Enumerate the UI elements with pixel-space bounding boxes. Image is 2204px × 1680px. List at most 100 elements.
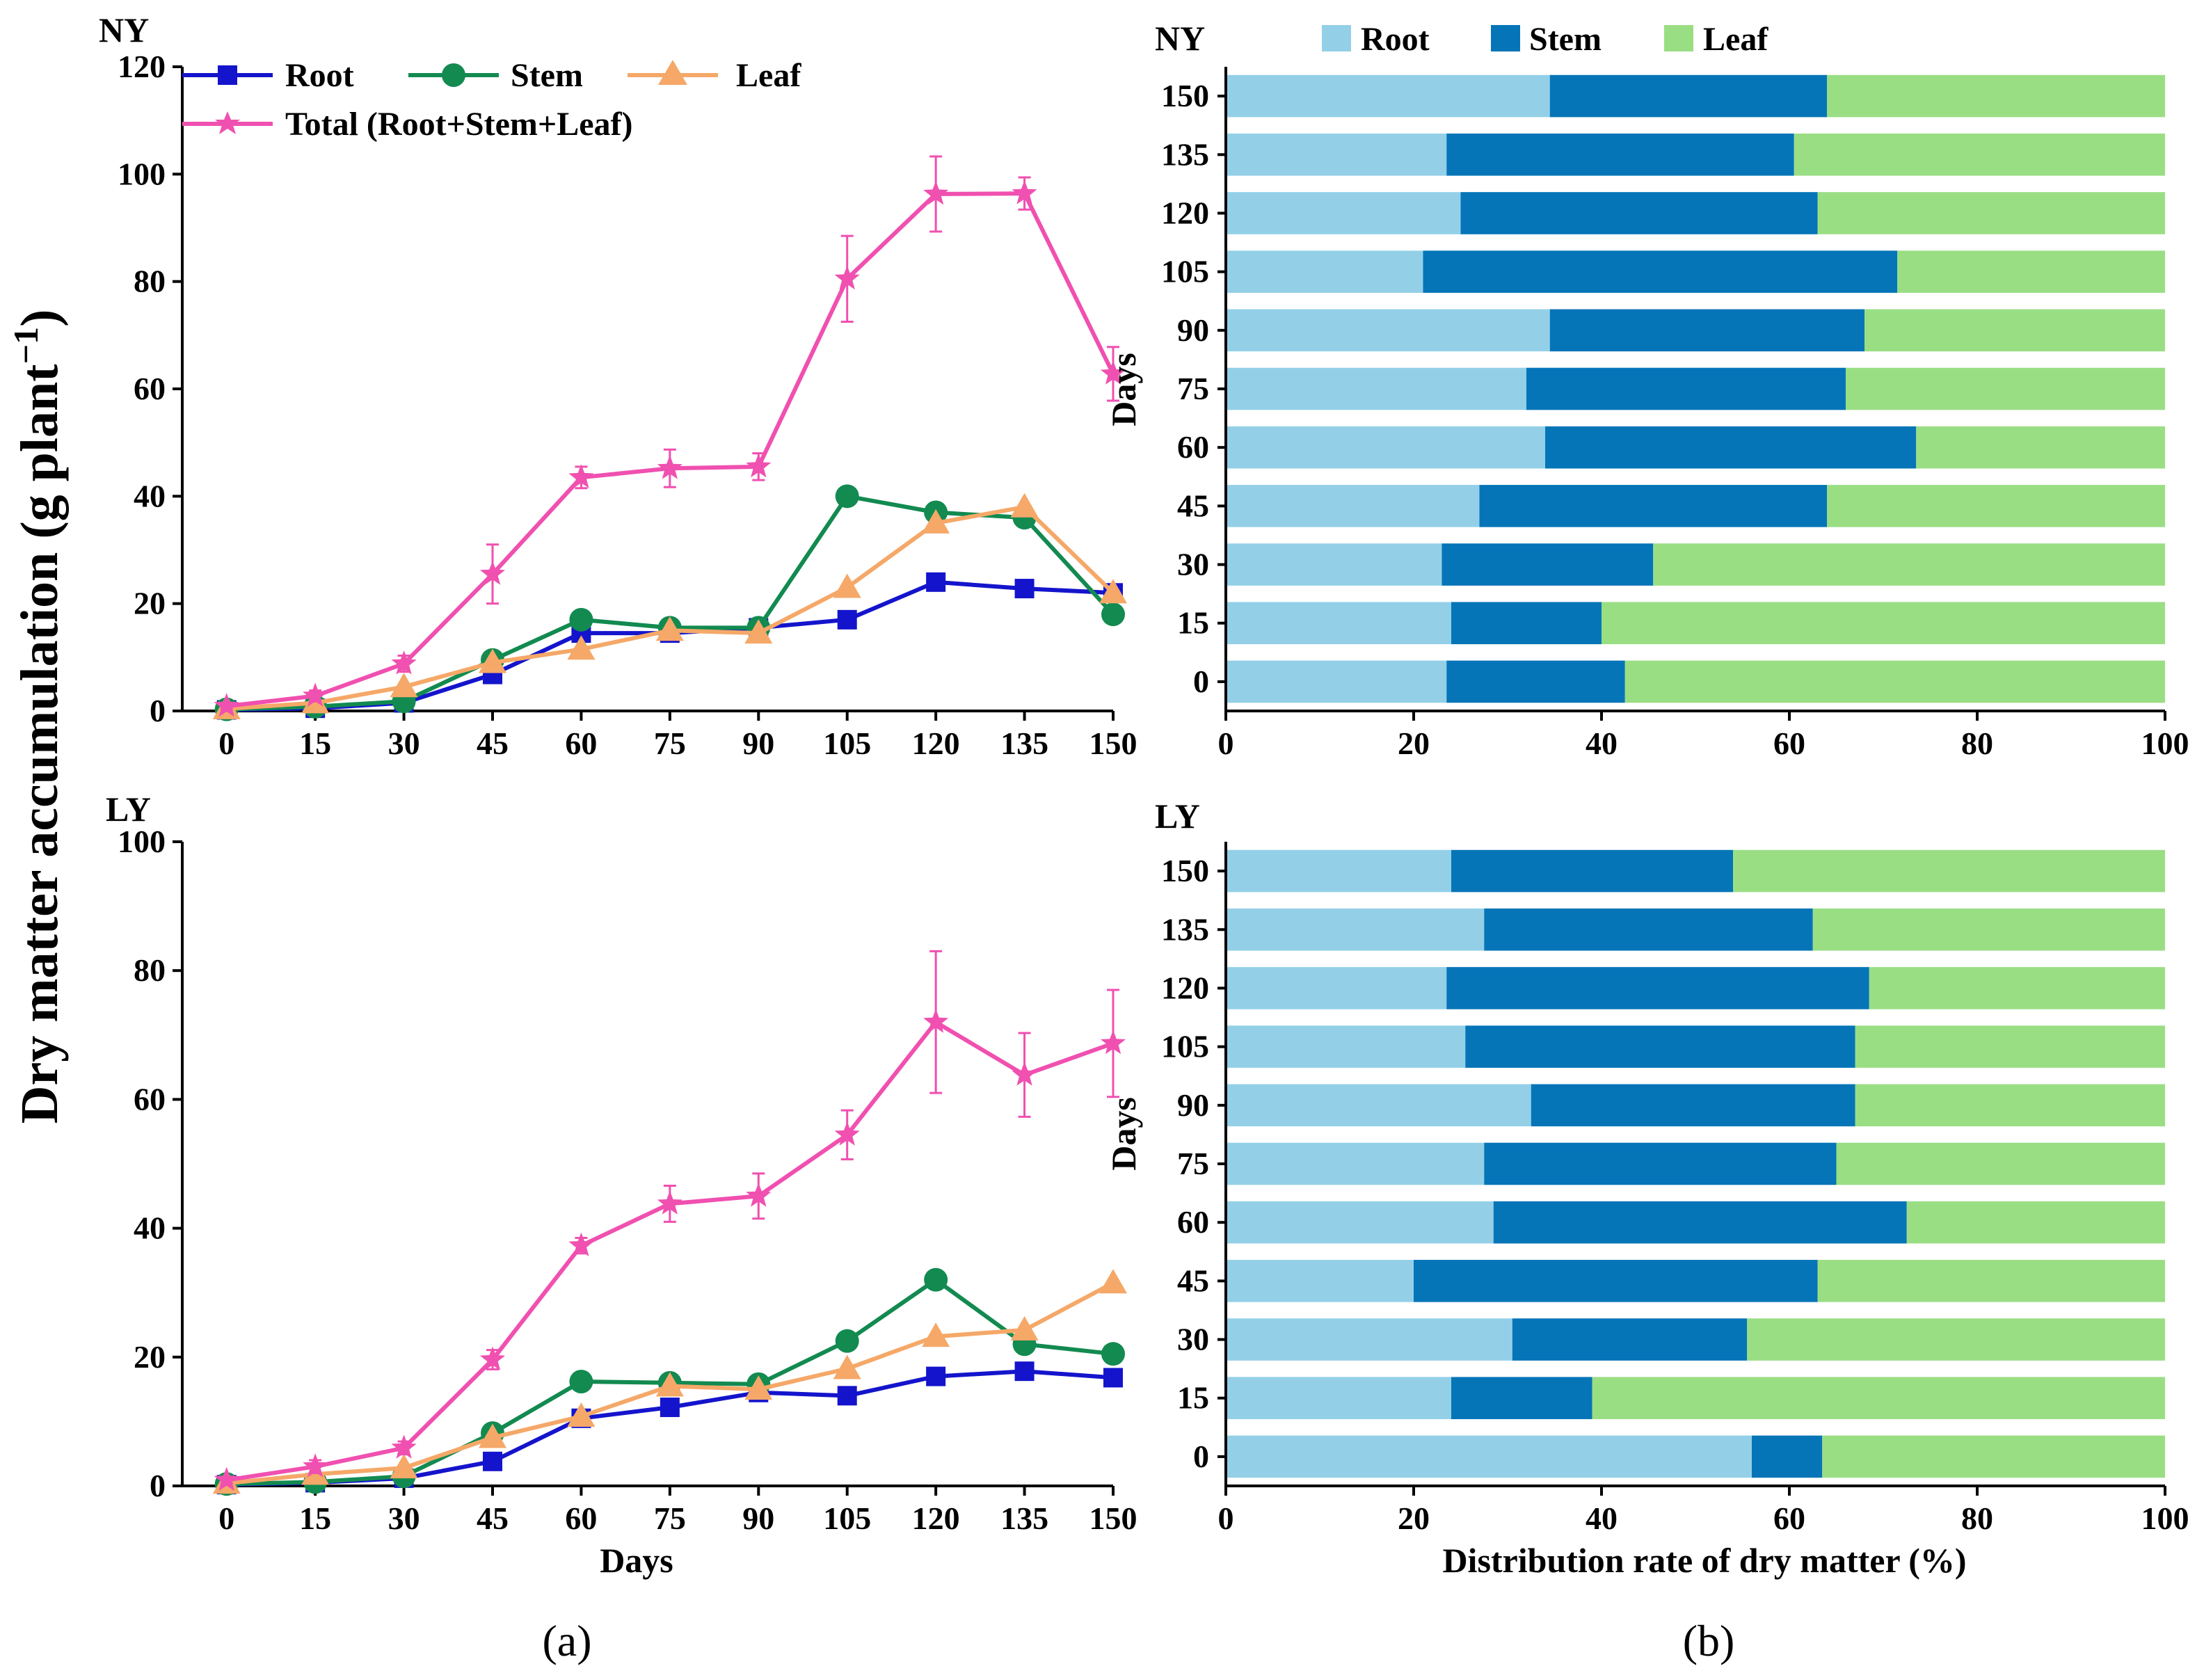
bar-segment-stem [1442,543,1654,586]
bar-segment-stem [1465,1025,1855,1068]
x-tick-label: 0 [218,1501,234,1536]
data-point-total [568,1232,594,1256]
bar-segment-leaf [1846,367,2165,410]
data-point-total [214,1466,239,1491]
data-point-leaf [833,573,861,598]
bar-segment-stem [1460,192,1818,234]
bar-segment-leaf [1864,309,2165,352]
data-point-total [391,1434,417,1459]
bar-segment-root [1226,1260,1414,1302]
data-point-total [1100,1030,1126,1055]
y-tick-label: 30 [1177,547,1209,582]
legend-bar-leaf-swatch [1664,25,1693,51]
x-tick-label: 90 [742,726,774,761]
subfigure-label-a: (a) [542,1616,591,1665]
legend-item-total: Total (Root+Stem+Leaf) [182,106,633,143]
bar-segment-stem [1493,1201,1907,1244]
y-tick-label: 105 [1161,254,1209,289]
bar-segment-stem [1549,309,1864,352]
bar-segment-stem [1451,849,1733,893]
data-point-stem [569,607,593,632]
data-point-root [926,572,946,592]
x-tick-label: 45 [477,1501,509,1536]
x-tick-label: 80 [1961,1501,1993,1536]
x-tick-label: 30 [388,1501,420,1536]
bar-segment-leaf [1906,1201,2165,1244]
bar-segment-stem [1545,426,1917,469]
x-tick-label: 100 [2141,1501,2189,1536]
x-axis-title-a: Days [600,1541,673,1580]
bar-segment-leaf [1747,1318,2165,1361]
y-axis-title-ny-b: Days [1104,353,1143,426]
bar-segment-leaf [1897,250,2165,293]
bar-segment-root [1226,1377,1451,1420]
panel-label-ny-b: NY [1155,19,1205,58]
x-tick-label: 135 [1000,1501,1048,1536]
legend-leaf-marker [658,60,687,85]
x-tick-label: 105 [823,1501,871,1536]
bar-segment-stem [1512,1318,1748,1361]
legend-root-label: Root [285,57,354,94]
y-tick-label: 120 [118,49,166,84]
legend-root-marker [218,65,237,85]
y-tick-label: 0 [1193,1439,1209,1474]
y-tick-label: 80 [134,952,166,988]
data-point-total [479,1346,506,1370]
y-tick-label: 45 [1177,488,1209,523]
series-leaf [212,1269,1127,1494]
y-tick-label: 0 [150,693,166,728]
y-tick-label: 20 [134,1339,166,1375]
legend-stem-marker [442,63,465,87]
plot-area-ly-a: 0 20 40 60 80 100 0 15 30 45 60 75 90 105 120 135 150 [118,824,1137,1536]
data-point-leaf [479,1423,506,1448]
bar-segment-stem [1479,485,1827,527]
bar-segment-leaf [1624,660,2165,703]
x-tick-label: 0 [1218,726,1234,761]
data-point-root [660,1398,680,1418]
bar-segment-leaf [1794,133,2165,176]
x-tick-label: 75 [654,726,686,761]
y-tick-label: 100 [118,156,166,191]
bar-segment-leaf [1602,602,2165,645]
data-point-total [479,561,506,585]
bar-segment-root [1226,133,1447,176]
legend-item-leaf: Leaf [628,57,801,94]
data-point-total [657,455,682,479]
y-tick-label: 100 [118,824,166,859]
data-point-total [568,464,594,488]
bar-segment-stem [1484,1142,1837,1185]
y-tick-label: 120 [1161,195,1209,230]
y-tick-label: 15 [1177,1380,1209,1416]
data-point-leaf [1099,579,1127,604]
series-leaf [212,493,1127,719]
bar-segment-leaf [1817,1260,2165,1302]
bar-segment-root [1226,1142,1485,1185]
legend-bar-root-label: Root [1361,21,1430,58]
bar-segment-stem [1451,1377,1592,1420]
bar-segment-stem [1526,367,1846,410]
legend-item-root: Root [182,57,354,94]
legend-item-stem: Stem [408,57,583,94]
data-point-total [1012,1062,1037,1086]
data-point-leaf [655,616,684,641]
bar-segment-root [1226,908,1485,951]
bar-segment-root [1226,602,1451,645]
x-tick-label: 150 [1089,1501,1137,1536]
data-point-leaf [1010,1315,1039,1341]
bar-segment-root [1226,660,1447,703]
series-line-root [226,579,1114,712]
x-tick-label: 60 [565,1501,597,1536]
legend-leaf-label: Leaf [736,57,801,94]
x-tick-label: 60 [565,726,597,761]
y-tick-label: 15 [1177,605,1209,641]
x-tick-label: 20 [1398,1501,1430,1536]
bar-segment-stem [1484,908,1813,951]
data-point-total [834,265,860,290]
x-tick-label: 150 [1089,726,1137,761]
legend-bar-leaf-label: Leaf [1703,21,1768,58]
y-tick-label: 20 [134,586,166,621]
bar-segment-root [1226,1025,1466,1068]
bar-segment-root [1226,74,1550,118]
bar-segment-leaf [1733,849,2165,893]
